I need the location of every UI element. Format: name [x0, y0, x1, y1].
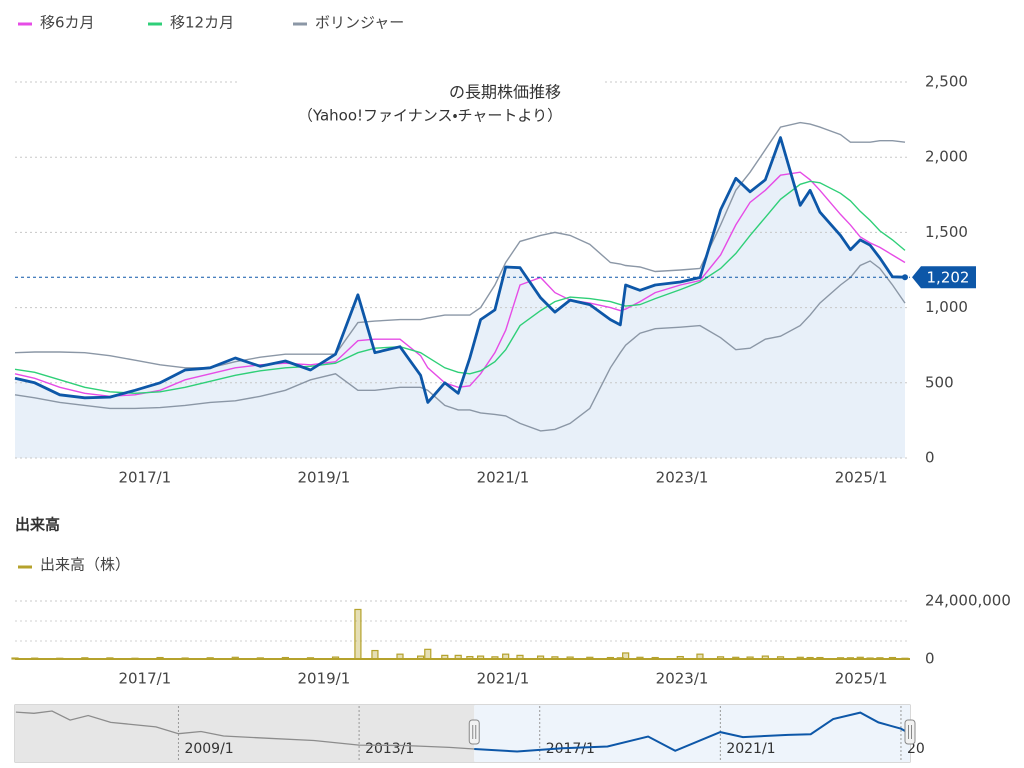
- range-handle[interactable]: [468, 719, 480, 745]
- x-tick-label: 2023/1: [656, 670, 709, 688]
- navigator-tick-label: 2021/1: [726, 741, 775, 757]
- navigator-line: [15, 710, 475, 750]
- last-price-dot: [902, 274, 908, 281]
- x-tick-label: 2025/1: [835, 670, 888, 688]
- chart-subtitle: （Yahoo!ファイナンス・チャートより）: [298, 107, 562, 125]
- series-line: [14, 260, 906, 432]
- x-tick-label: 2021/1: [477, 670, 530, 688]
- x-tick-label: 2017/1: [118, 670, 171, 688]
- volume-bar: [371, 649, 379, 660]
- price-line: [14, 136, 906, 404]
- navigator-tick-label: 2013/1: [365, 741, 414, 757]
- x-tick-label: 2021/1: [477, 469, 530, 487]
- legend-label: 移6カ月: [40, 14, 95, 32]
- navigator-tick-label: 20: [907, 741, 925, 757]
- x-tick-label: 2019/1: [298, 670, 351, 688]
- y-tick-label: 500: [925, 373, 954, 391]
- navigator-selected: [474, 705, 910, 762]
- volume-bar: [354, 608, 362, 660]
- navigator-line: [474, 711, 911, 753]
- legend-label: 出来高（株）: [40, 556, 130, 574]
- y-tick-label: 2,500: [925, 73, 968, 91]
- y-tick-label: 0: [925, 449, 935, 467]
- y-tick-label: 24,000,000: [925, 592, 1011, 610]
- legend-label: ボリンジャー: [315, 14, 404, 32]
- y-tick-label: 2,000: [925, 148, 968, 166]
- y-tick-label: 1,500: [925, 223, 968, 241]
- price-area: [15, 137, 905, 458]
- title-backdrop: [238, 76, 603, 128]
- y-tick-label: 0: [925, 650, 935, 668]
- x-tick-label: 2017/1: [118, 469, 171, 487]
- x-tick-label: 2025/1: [835, 469, 888, 487]
- y-tick-label: 1,000: [925, 298, 968, 316]
- x-tick-label: 2019/1: [298, 469, 351, 487]
- series-line: [14, 121, 906, 369]
- navigator-unselected: [15, 705, 475, 762]
- last-price-tag: [912, 266, 976, 289]
- legend-label: 移12カ月: [170, 14, 234, 32]
- last-price-label: 1,202: [927, 269, 970, 287]
- navigator-tick-label: 2009/1: [184, 741, 233, 757]
- x-tick-label: 2023/1: [656, 469, 709, 487]
- range-handle[interactable]: [904, 719, 916, 745]
- volume-title: 出来高: [15, 516, 60, 534]
- chart-title: の長期株価推移: [449, 83, 561, 102]
- navigator-tick-label: 2017/1: [546, 741, 595, 757]
- volume-bar: [424, 648, 432, 660]
- series-line: [14, 180, 906, 395]
